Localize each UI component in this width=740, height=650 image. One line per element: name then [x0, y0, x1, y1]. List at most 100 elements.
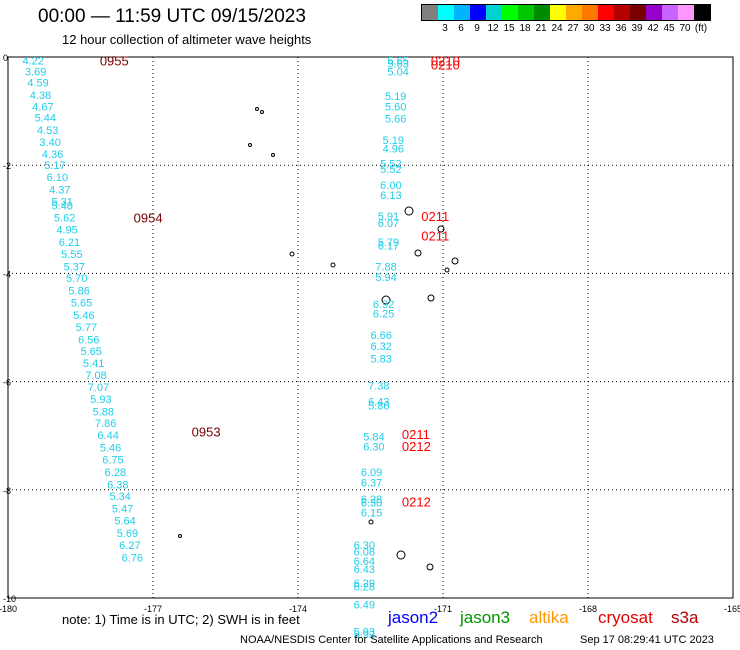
island-outline: [368, 519, 374, 525]
swh-observation: 5.70: [66, 273, 87, 285]
island-outline: [381, 295, 391, 305]
island-outline: [396, 550, 406, 560]
swh-observation: 5.86: [68, 286, 89, 298]
pass-time-label: 0211: [402, 427, 430, 442]
swh-observation: 5.77: [76, 322, 97, 334]
y-tick-label: 0: [3, 53, 8, 63]
lat-lon-grid: [8, 57, 733, 598]
swh-observation: 6.27: [119, 540, 140, 552]
swh-observation: 6.92: [373, 299, 394, 311]
footer-credit: NOAA/NESDIS Center for Satellite Applica…: [240, 634, 543, 646]
legend-tick-label: 39: [631, 23, 643, 34]
legend-tick-label: 30: [583, 23, 595, 34]
color-legend: 3 6 9 12 15 18 21 24 27 30 33 36 39 42 45 70 (ft): [421, 4, 711, 35]
swh-observation: 5.60: [385, 102, 406, 114]
swh-observation: 5.79: [378, 237, 399, 249]
legend-swatch: [662, 5, 678, 20]
swh-observation: 7.88: [375, 261, 396, 273]
swh-observation: 6.30: [363, 441, 384, 453]
pass-time-label: 0210: [431, 57, 460, 72]
swh-observation: 6.30: [354, 540, 375, 552]
swh-observation: 6.10: [47, 172, 68, 184]
swh-observation: 6.44: [97, 430, 118, 442]
island-outline: [289, 251, 295, 257]
pass-time-label: 0954: [134, 211, 163, 226]
island-outline: [414, 249, 422, 257]
island-outline: [260, 110, 264, 114]
legend-tick-label: 15: [503, 23, 515, 34]
swh-observation: 7.38: [368, 380, 389, 392]
swh-observation: 5.69: [117, 528, 138, 540]
swh-observation: 4.95: [56, 224, 77, 236]
swh-observation: 5.37: [64, 261, 85, 273]
swh-observation: 5.41: [83, 358, 104, 370]
legend-swatch: [422, 5, 438, 20]
swh-observation: 7.08: [85, 370, 106, 382]
satellite-label-jason2: jason2: [388, 608, 439, 627]
swh-observation: 5.55: [61, 249, 82, 261]
legend-swatch: [678, 5, 694, 20]
swh-observation: 4.38: [30, 90, 51, 102]
legend-swatch: [502, 5, 518, 20]
pass-time-label: 0211: [421, 209, 449, 224]
swh-observation: 6.43: [368, 397, 389, 409]
islands: [178, 107, 459, 571]
swh-observation: 5.93: [90, 394, 111, 406]
swh-observation: 5.19: [383, 135, 404, 147]
swh-observation: 6.28: [354, 582, 375, 594]
legend-tick-label: 27: [567, 23, 579, 34]
x-tick-label: -168: [579, 604, 597, 614]
swh-observation: 5.93: [354, 626, 375, 638]
swh-observation: 5.84: [363, 432, 384, 444]
satellite-label-cryosat: cryosat: [598, 608, 653, 627]
x-tick-label: -177: [144, 604, 162, 614]
chart-subtitle: 12 hour collection of altimeter wave hei…: [62, 32, 312, 47]
swh-observation: 5.47: [112, 504, 133, 516]
swh-observation: 5.92: [354, 629, 375, 641]
swh-observation: 5.40: [52, 201, 73, 213]
legend-swatch: [694, 5, 710, 20]
swh-observation: 6.07: [378, 218, 399, 230]
swh-observation: 4.67: [32, 102, 53, 114]
legend-swatch: [470, 5, 486, 20]
legend-swatch: [454, 5, 470, 20]
swh-observation: 7.07: [88, 382, 109, 394]
x-tick-label: -171: [434, 604, 452, 614]
swh-observation: 6.08: [354, 546, 375, 558]
legend-swatches: [421, 4, 711, 21]
swh-observation: 5.63: [387, 58, 408, 70]
island-outline: [427, 294, 435, 302]
legend-swatch: [518, 5, 534, 20]
island-outline: [437, 225, 445, 233]
swh-observation: 6.37: [361, 478, 382, 490]
swh-observation: 6.49: [354, 599, 375, 611]
island-outline: [404, 206, 414, 216]
swh-observation: 5.17: [44, 160, 65, 172]
legend-swatch: [550, 5, 566, 20]
pass-time-label: 0212: [402, 439, 431, 454]
swh-observation: 6.17: [378, 241, 399, 253]
island-outline: [248, 143, 252, 147]
legend-swatch: [614, 5, 630, 20]
legend-swatch: [534, 5, 550, 20]
satellite-label-s3a: s3a: [671, 608, 699, 627]
swh-observation: 5.94: [375, 272, 396, 284]
legend-tick-label: 9: [474, 23, 480, 34]
swh-observation: 5.64: [114, 516, 135, 528]
swh-observation: 6.43: [354, 564, 375, 576]
legend-swatch: [566, 5, 582, 20]
legend-ticks: 3 6 9 12 15 18 21 24 27 30 33 36 39 42 45 70 (ft): [421, 21, 711, 35]
swh-observation: 6.38: [107, 479, 128, 491]
legend-unit: (ft): [694, 23, 708, 34]
legend-tick-label: 3: [442, 23, 448, 34]
swh-observation: 6.09: [361, 467, 382, 479]
swh-observation: 5.04: [387, 67, 408, 79]
island-outline: [330, 262, 336, 268]
swh-observation: 4.59: [27, 77, 48, 89]
legend-swatch: [486, 5, 502, 20]
swh-observation: 5.65: [81, 346, 102, 358]
swh-observation: 6.21: [59, 237, 80, 249]
y-tick-label: -6: [3, 378, 11, 388]
legend-tick-label: 24: [551, 23, 563, 34]
